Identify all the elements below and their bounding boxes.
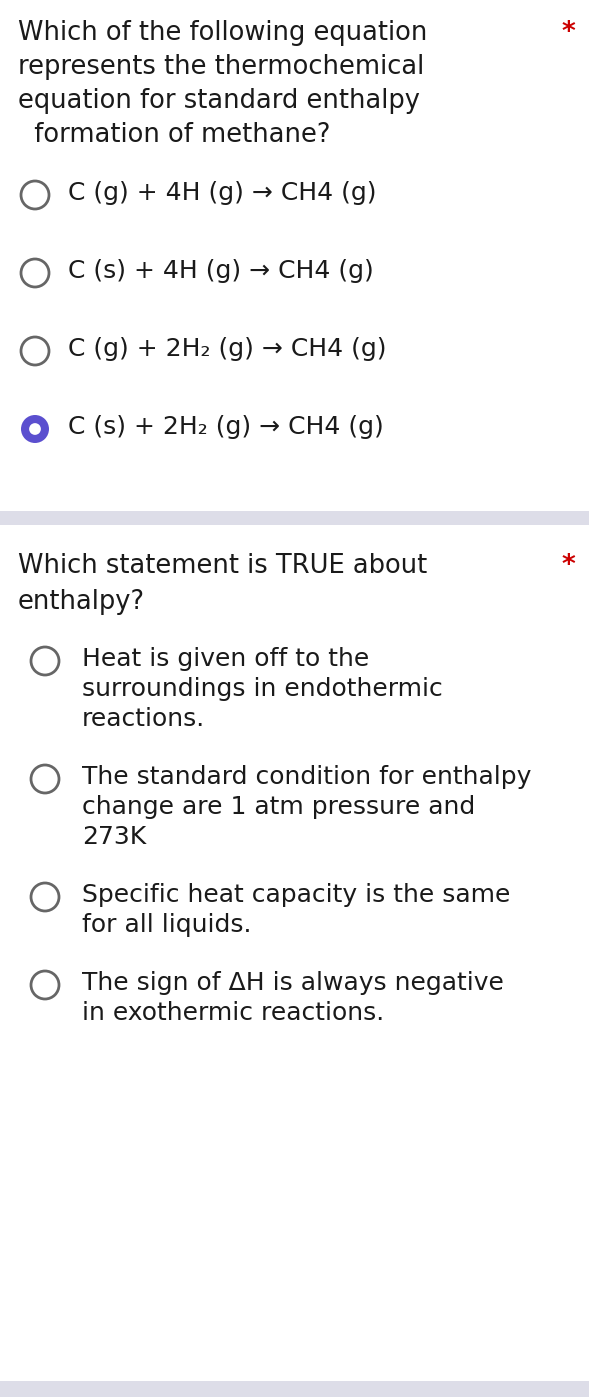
Text: 273K: 273K [82, 826, 146, 849]
Text: equation for standard enthalpy: equation for standard enthalpy [18, 88, 420, 115]
Text: Which statement is TRUE about: Which statement is TRUE about [18, 553, 427, 578]
Circle shape [29, 423, 41, 434]
Text: *: * [562, 553, 576, 578]
Text: Specific heat capacity is the same: Specific heat capacity is the same [82, 883, 511, 907]
Text: in exothermic reactions.: in exothermic reactions. [82, 1002, 384, 1025]
Circle shape [21, 415, 49, 443]
Text: Heat is given off to the: Heat is given off to the [82, 647, 369, 671]
Text: C (g) + 2H₂ (g) → CH4 (g): C (g) + 2H₂ (g) → CH4 (g) [68, 337, 386, 360]
Text: C (s) + 4H (g) → CH4 (g): C (s) + 4H (g) → CH4 (g) [68, 258, 374, 284]
Text: The sign of ΔH is always negative: The sign of ΔH is always negative [82, 971, 504, 995]
Text: *: * [562, 20, 576, 46]
Text: change are 1 atm pressure and: change are 1 atm pressure and [82, 795, 475, 819]
Text: surroundings in endothermic: surroundings in endothermic [82, 678, 443, 701]
Text: The standard condition for enthalpy: The standard condition for enthalpy [82, 766, 531, 789]
Bar [0, 1382, 589, 1397]
Text: for all liquids.: for all liquids. [82, 914, 252, 937]
Text: represents the thermochemical: represents the thermochemical [18, 54, 424, 80]
Text: enthalpy?: enthalpy? [18, 590, 145, 615]
Text: Which of the following equation: Which of the following equation [18, 20, 428, 46]
Text: formation of methane?: formation of methane? [18, 122, 330, 148]
Text: C (s) + 2H₂ (g) → CH4 (g): C (s) + 2H₂ (g) → CH4 (g) [68, 415, 384, 439]
Bar [0, 511, 589, 525]
Text: reactions.: reactions. [82, 707, 205, 731]
Text: C (g) + 4H (g) → CH4 (g): C (g) + 4H (g) → CH4 (g) [68, 182, 376, 205]
